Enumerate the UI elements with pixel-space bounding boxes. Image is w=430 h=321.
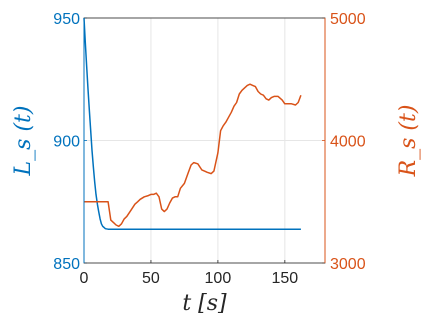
grid-lines: [83, 17, 325, 264]
x-axis: 0 50 100 150: [80, 270, 299, 287]
x-tick-label: 0: [80, 270, 89, 287]
right-y-tick-label: 3000: [330, 256, 366, 273]
right-y-axis-label: R_s (t): [396, 105, 421, 178]
right-series-line: [84, 83, 302, 228]
x-tick-label: 150: [271, 270, 298, 287]
right-y-tick-label: 5000: [330, 11, 366, 28]
x-axis-label: t [s]: [182, 291, 227, 316]
x-tick-label: 100: [205, 270, 232, 287]
x-tick-label: 50: [142, 270, 160, 287]
left-y-axis-label: L_s (t): [11, 106, 36, 177]
left-series-line: [83, 17, 301, 230]
right-y-axis: 3000 4000 5000: [330, 11, 366, 273]
left-y-tick-label: 900: [53, 134, 80, 151]
left-y-tick-label: 950: [53, 11, 80, 28]
left-y-tick-label: 850: [53, 256, 80, 273]
plot-area: [83, 17, 302, 230]
left-y-axis: 850 900 950: [53, 11, 80, 273]
right-y-tick-label: 4000: [330, 134, 366, 151]
